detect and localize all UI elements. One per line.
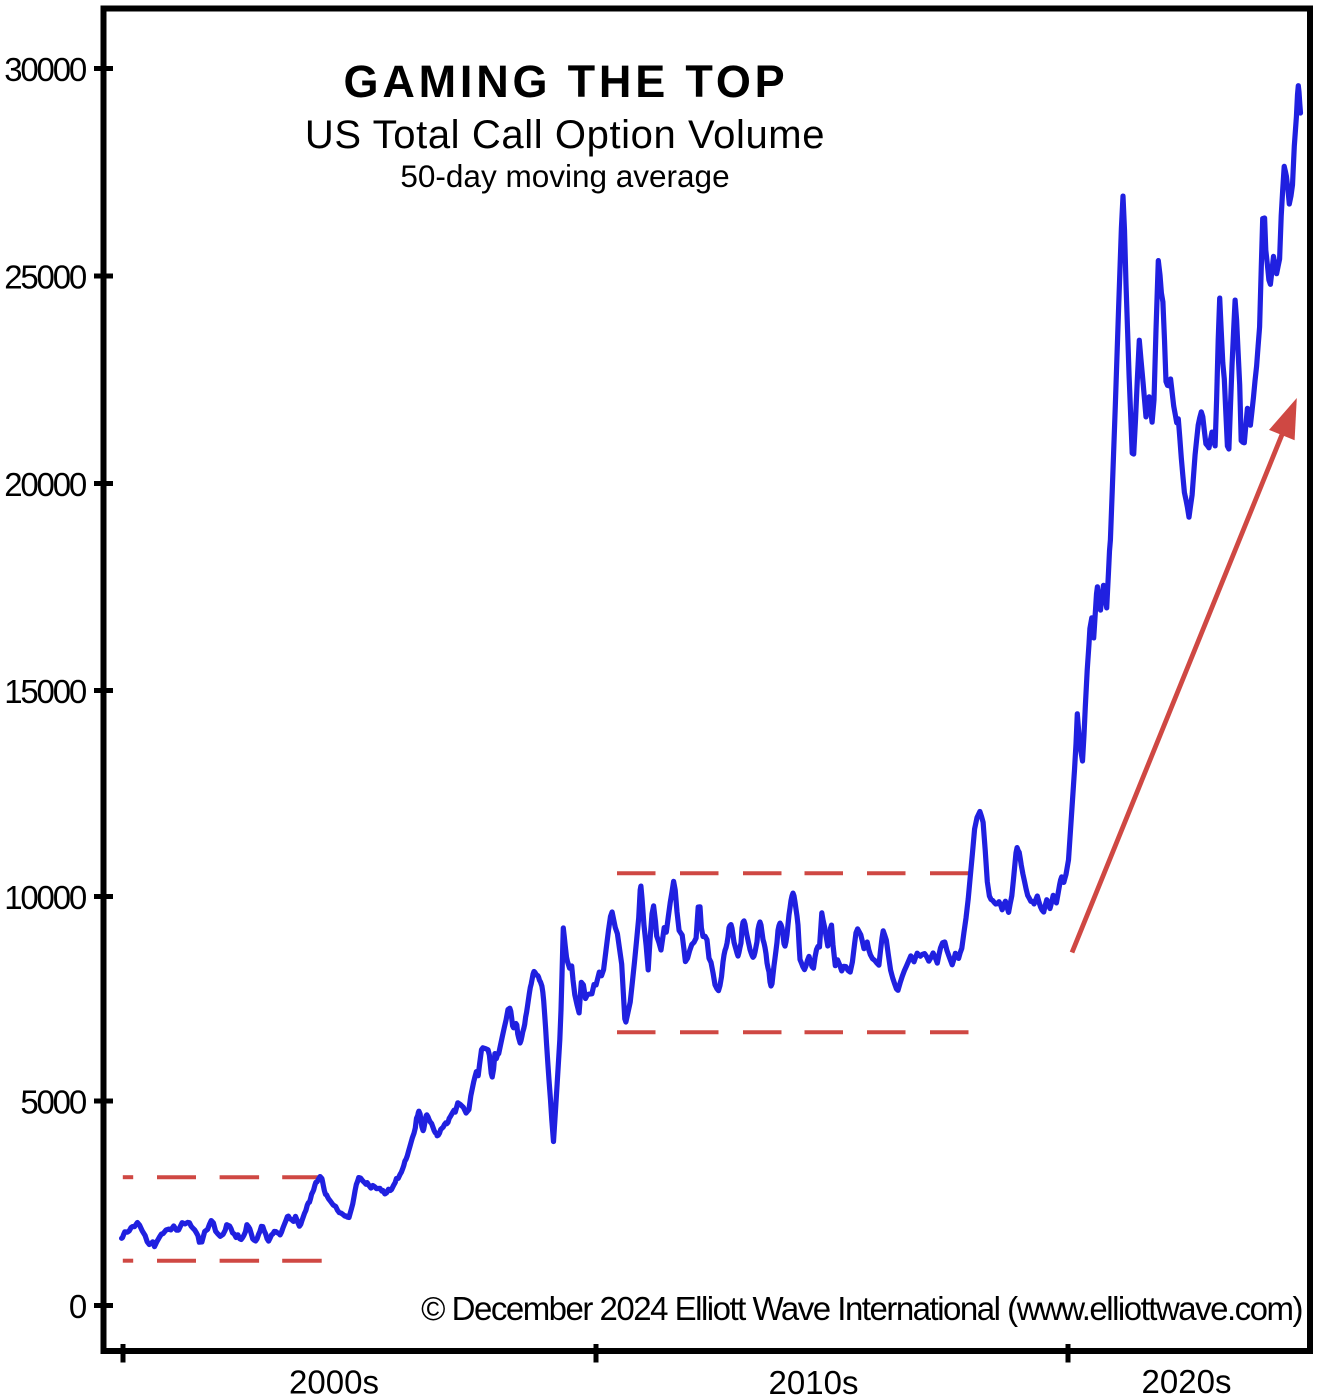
- svg-text:US Total Call Option Volume: US Total Call Option Volume: [305, 113, 825, 157]
- svg-text:0: 0: [69, 1288, 87, 1325]
- svg-text:© December 2024 Elliott Wave I: © December 2024 Elliott Wave Internation…: [421, 1290, 1302, 1327]
- svg-text:GAMING THE TOP: GAMING THE TOP: [344, 56, 789, 107]
- svg-text:15000: 15000: [4, 673, 87, 710]
- svg-text:5000: 5000: [20, 1084, 86, 1121]
- svg-text:30000: 30000: [4, 51, 87, 88]
- svg-text:2020s: 2020s: [1142, 1363, 1232, 1400]
- svg-text:25000: 25000: [4, 259, 87, 296]
- svg-text:2010s: 2010s: [769, 1364, 859, 1400]
- svg-text:2000s: 2000s: [289, 1364, 379, 1400]
- svg-text:20000: 20000: [4, 466, 87, 503]
- svg-text:50-day moving average: 50-day moving average: [400, 158, 729, 194]
- svg-text:10000: 10000: [4, 879, 87, 916]
